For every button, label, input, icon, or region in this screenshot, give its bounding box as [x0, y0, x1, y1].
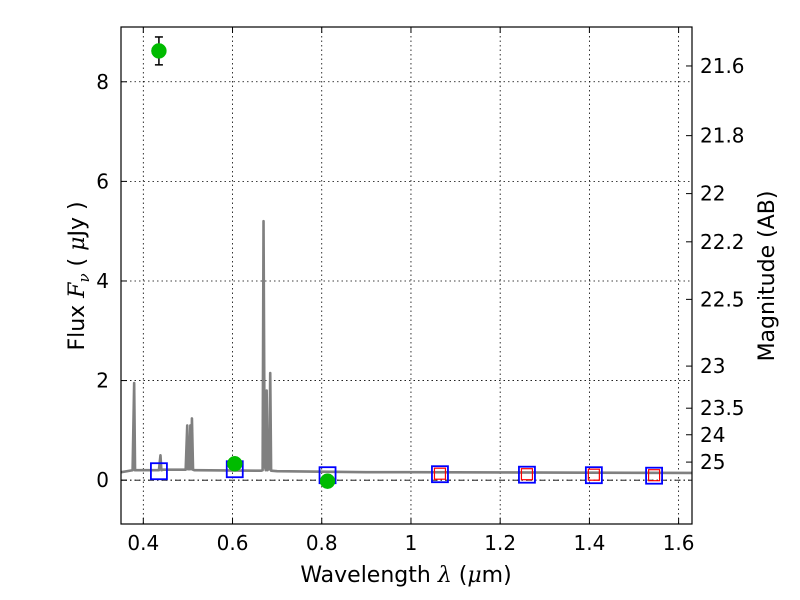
- model-band-marker: [150, 462, 168, 481]
- y2-tick-label: 23.5: [700, 396, 745, 420]
- upper-limit-marker: [647, 469, 661, 482]
- observed-point: [151, 43, 167, 59]
- model-band-marker: [645, 466, 663, 485]
- y2-tick-label: 24: [700, 423, 725, 447]
- y-axis-label: Flux Fν ( μJy ): [65, 201, 93, 350]
- x-tick-label: 1.6: [663, 531, 695, 555]
- upper-limit-marker: [433, 467, 447, 480]
- y2-tick-label: 22.5: [700, 287, 745, 311]
- y2-tick-label: 25: [700, 450, 725, 474]
- spectrum-line: [121, 219, 692, 475]
- x-tick-label: 0.6: [217, 531, 249, 555]
- x-tick-label: 0.8: [306, 531, 338, 555]
- y2-tick-label: 22.2: [700, 230, 745, 254]
- y2-tick-label: 21.8: [700, 124, 745, 148]
- plot-frame: [120, 26, 693, 525]
- x-tick-label: 1.4: [573, 531, 605, 555]
- y-tick-label: 2: [96, 369, 109, 393]
- y2-tick-label: 22: [700, 182, 725, 206]
- x-tick-label: 1.2: [484, 531, 516, 555]
- y2-tick-label: 21.6: [700, 54, 745, 78]
- model-band-marker: [431, 465, 449, 484]
- plot-background: [121, 27, 692, 524]
- x-tick-label: 1: [405, 531, 418, 555]
- y2-tick-label: 23: [700, 354, 725, 378]
- x-axis-label: Wavelength λ (μm): [300, 563, 511, 588]
- observed-point: [227, 455, 243, 472]
- ticks: 0.4 0.6 0.8 1 1.2 1.4 1.60246821.621.82222.222…: [96, 27, 745, 555]
- x-tick-label: 0.4: [127, 531, 159, 555]
- y-tick-label: 4: [96, 269, 109, 293]
- upper-limit-marker: [520, 468, 534, 481]
- y-tick-label: 8: [96, 70, 109, 94]
- y-tick-label: 6: [96, 169, 109, 193]
- y2-axis-label: Magnitude (AB): [755, 191, 780, 362]
- y-tick-label: 0: [96, 468, 109, 492]
- series-layer: [121, 36, 692, 489]
- grid-lines: [121, 27, 692, 524]
- observed-point: [319, 473, 336, 489]
- model-band-marker: [584, 466, 603, 485]
- model-band-marker: [518, 465, 536, 484]
- upper-limit-marker: [587, 468, 600, 481]
